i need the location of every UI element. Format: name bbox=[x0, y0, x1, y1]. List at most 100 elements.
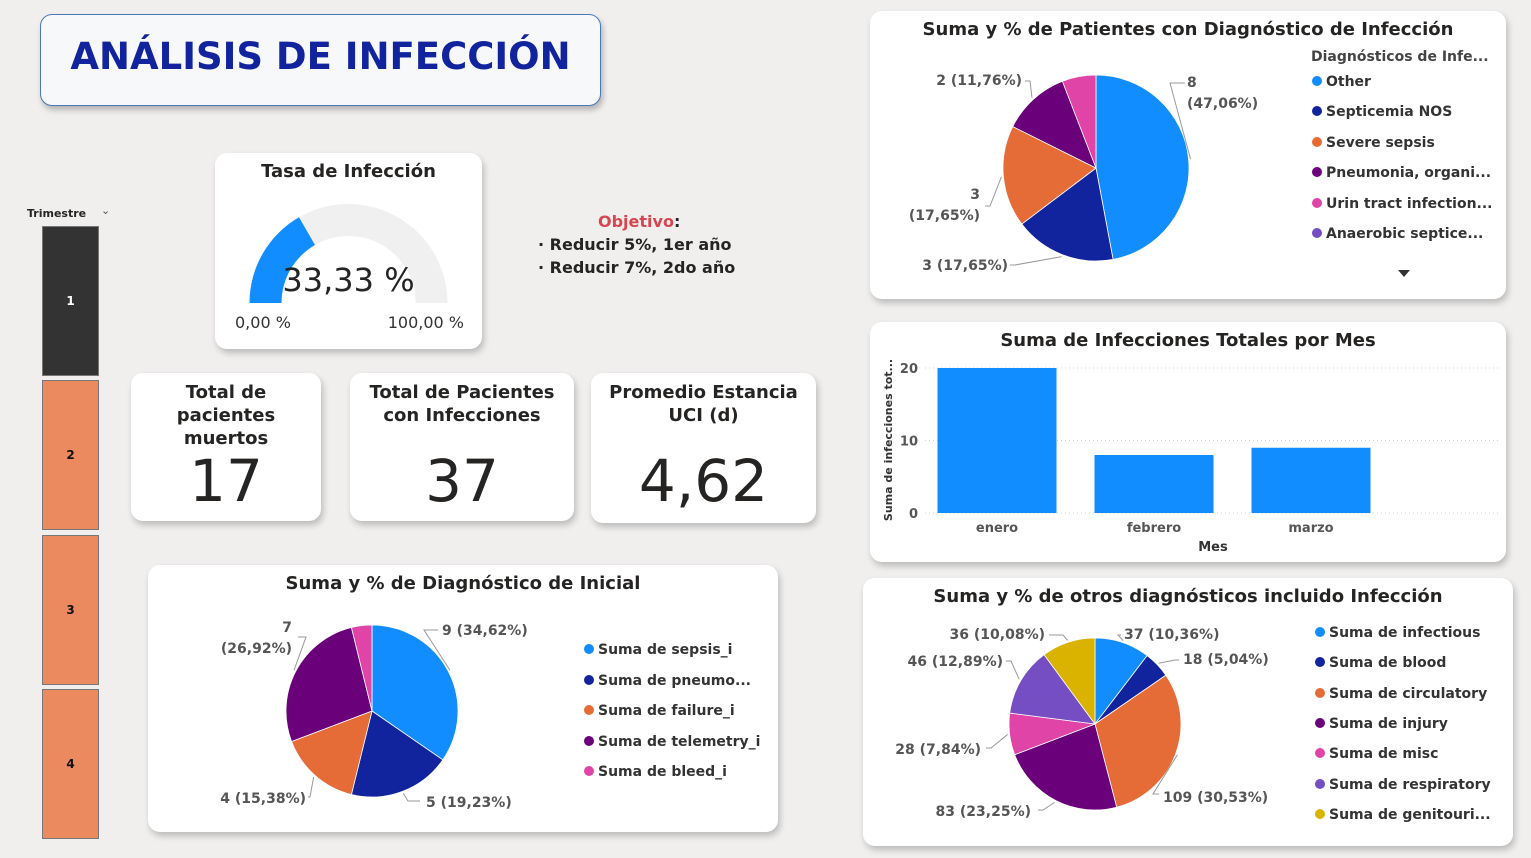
pie-slice[interactable] bbox=[350, 624, 373, 712]
pie-slice[interactable] bbox=[1095, 74, 1190, 260]
legend-item[interactable]: Suma de blood bbox=[1315, 655, 1446, 671]
objective-item: · Reducir 5%, 1er año bbox=[538, 235, 732, 254]
leader-line bbox=[1158, 659, 1179, 664]
page-title: ANÁLISIS DE INFECCIÓN bbox=[70, 35, 571, 78]
legend-item[interactable]: Suma de pneumo... bbox=[584, 673, 751, 689]
legend-item[interactable]: Septicemia NOS bbox=[1312, 104, 1452, 120]
slicer-item-label: 3 bbox=[66, 603, 75, 617]
data-label: 109 (30,53%) bbox=[1163, 790, 1268, 806]
title-box: ANÁLISIS DE INFECCIÓN bbox=[40, 14, 601, 106]
slicer-item-trimestre-3[interactable]: 3 bbox=[42, 535, 99, 685]
legend-swatch bbox=[1312, 197, 1322, 208]
pie-slice[interactable] bbox=[350, 710, 444, 798]
kpi-card-infections: Total de Pacientes con Infecciones 37 bbox=[350, 373, 574, 521]
pie-slice[interactable] bbox=[291, 710, 373, 795]
pie-slice[interactable] bbox=[1009, 654, 1096, 725]
gauge-title: Tasa de Infección bbox=[261, 161, 436, 182]
legend-swatch bbox=[1315, 657, 1325, 668]
pie-slice[interactable] bbox=[1002, 126, 1097, 225]
kpi-title: Total de pacientes muertos bbox=[176, 382, 276, 449]
legend-scroll-down-icon[interactable] bbox=[1398, 270, 1410, 277]
legend-item[interactable]: Suma de failure_i bbox=[584, 703, 735, 719]
slicer-dropdown-icon[interactable]: ⌄ bbox=[101, 204, 111, 217]
pie-slice[interactable] bbox=[1021, 167, 1114, 262]
slicer-item-label: 2 bbox=[66, 448, 75, 462]
chart-title: Suma y % de otros diagnósticos incluido … bbox=[933, 586, 1443, 607]
leader-line bbox=[293, 636, 307, 671]
gauge-card: Tasa de Infección 33,33 % 0,00 % 100,00 … bbox=[215, 153, 482, 349]
legend-swatch bbox=[1315, 808, 1325, 819]
gauge-fill bbox=[249, 217, 315, 303]
legend-item[interactable]: Suma de genitouri... bbox=[1315, 807, 1491, 823]
legend-label: Suma de infectious bbox=[1329, 625, 1481, 641]
legend-label: Suma de blood bbox=[1329, 655, 1447, 672]
legend-item[interactable]: Suma de misc bbox=[1315, 746, 1438, 762]
kpi-card-deaths: Total de pacientes muertos 17 bbox=[131, 373, 321, 521]
pie-slice[interactable] bbox=[285, 627, 373, 743]
slicer-item-label: 1 bbox=[66, 294, 75, 308]
legend-item[interactable]: Urin tract infection... bbox=[1312, 196, 1493, 212]
legend-item[interactable]: Suma de sepsis_i bbox=[584, 642, 732, 658]
gauge-min-label: 0,00 % bbox=[235, 313, 291, 332]
legend-swatch bbox=[1312, 228, 1322, 238]
leader-line bbox=[1006, 660, 1020, 680]
legend-item[interactable]: Suma de infectious bbox=[1315, 625, 1480, 641]
legend-item[interactable]: Suma de telemetry_i bbox=[584, 734, 760, 750]
pie-slice[interactable] bbox=[371, 624, 459, 761]
legend-label: Suma de misc bbox=[1329, 746, 1439, 763]
legend-label: Suma de bleed_i bbox=[598, 764, 727, 780]
pie-slice[interactable] bbox=[1043, 637, 1096, 726]
legend-label: Other bbox=[1326, 74, 1371, 90]
data-label: (47,06%) bbox=[1187, 96, 1258, 112]
leader-line bbox=[1169, 82, 1192, 160]
legend-item[interactable]: Anaerobic septice... bbox=[1312, 226, 1483, 242]
legend-item[interactable]: Suma de circulatory bbox=[1315, 686, 1487, 702]
legend-label: Suma de sepsis_i bbox=[598, 642, 733, 658]
data-label: 4 (15,38%) bbox=[220, 791, 306, 807]
legend-swatch bbox=[1315, 687, 1325, 698]
legend-swatch bbox=[1312, 106, 1322, 117]
legend-item[interactable]: Severe sepsis bbox=[1312, 135, 1435, 151]
pie-slice[interactable] bbox=[1012, 80, 1097, 169]
legend-label: Suma de injury bbox=[1329, 715, 1448, 732]
gauge-chart bbox=[249, 204, 448, 303]
legend-label: Suma de respiratory bbox=[1329, 776, 1491, 793]
bar[interactable] bbox=[1094, 455, 1214, 513]
leader-line bbox=[423, 629, 451, 671]
bar[interactable] bbox=[1251, 447, 1371, 513]
legend-item[interactable]: Suma de bleed_i bbox=[584, 764, 727, 780]
legend-label: Suma de circulatory bbox=[1329, 685, 1488, 702]
monthly-infections-bar-card: Suma de Infecciones Totales por Mes 0 10 2… bbox=[870, 322, 1506, 562]
pie-slice[interactable] bbox=[1061, 74, 1097, 169]
y-tick-label: 0 bbox=[909, 507, 918, 522]
kpi-value: 37 bbox=[425, 447, 499, 515]
infection-diagnosis-pie: 8 (47,06%) 3 (17,65%) 3 (17,65%) 2 (11,76%) bbox=[909, 73, 1258, 274]
slicer-label: Trimestre bbox=[27, 207, 87, 220]
legend-label: Septicemia NOS bbox=[1326, 104, 1453, 121]
slicer-item-trimestre-2[interactable]: 2 bbox=[42, 380, 99, 530]
legend-item[interactable]: Other bbox=[1312, 74, 1371, 90]
objective-item: · Reducir 7%, 2do año bbox=[538, 258, 736, 277]
x-tick-label: febrero bbox=[1127, 521, 1181, 536]
bar[interactable] bbox=[937, 368, 1057, 513]
legend-label: Suma de pneumo... bbox=[598, 672, 751, 689]
objective-label: Objetivo bbox=[598, 212, 674, 231]
data-label: (17,65%) bbox=[909, 208, 980, 224]
legend-swatch bbox=[584, 674, 594, 685]
slicer-item-trimestre-4[interactable]: 4 bbox=[42, 689, 99, 839]
slicer-item-trimestre-1[interactable]: 1 bbox=[42, 226, 99, 376]
initial-diagnosis-pie: 9 (34,62%) 5 (19,23%) 4 (15,38%) 7 (26,92%) bbox=[220, 620, 527, 811]
pie-slice[interactable] bbox=[1014, 723, 1118, 811]
legend-item[interactable]: Pneumonia, organi... bbox=[1312, 165, 1491, 181]
legend-item[interactable]: Suma de respiratory bbox=[1315, 777, 1491, 793]
other-diagnosis-pie: 37 (10,36%) 18 (5,04%) 109 (30,53%) 83 (23,… bbox=[895, 627, 1268, 820]
pie-slice[interactable] bbox=[1094, 674, 1182, 808]
y-tick-label: 20 bbox=[900, 362, 918, 377]
legend-label: Suma de telemetry_i bbox=[598, 733, 761, 750]
kpi-value: 4,62 bbox=[638, 447, 769, 515]
x-tick-label: enero bbox=[976, 521, 1018, 536]
legend-swatch bbox=[1312, 167, 1322, 178]
legend-item[interactable]: Suma de injury bbox=[1315, 716, 1448, 732]
kpi-title: Total de Pacientes con Infecciones bbox=[369, 382, 555, 426]
legend-swatch bbox=[584, 766, 594, 776]
